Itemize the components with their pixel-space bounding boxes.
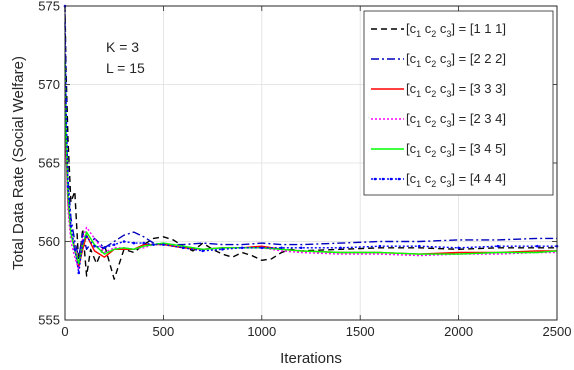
series-point-6 — [73, 248, 77, 251]
y-tick-label: 570 — [38, 77, 60, 92]
legend-label-6: [c1 c2 c3] = [4 4 4] — [406, 171, 506, 189]
y-tick-label: 560 — [38, 234, 60, 249]
legend-label-2: [c1 c2 c3] = [2 2 2] — [406, 51, 506, 69]
x-tick-label: 0 — [61, 324, 68, 339]
x-tick-label: 1000 — [247, 324, 276, 339]
series-point-6 — [103, 246, 106, 250]
legend-label-4: [c1 c2 c3] = [2 3 4] — [406, 111, 506, 129]
series-point-6 — [132, 241, 136, 245]
series-point-6 — [299, 246, 303, 250]
series-point-6 — [496, 244, 500, 248]
series-point-6 — [280, 246, 283, 250]
x-tick-label: 2500 — [543, 324, 572, 339]
series-point-6 — [66, 185, 70, 188]
series-point-6 — [93, 244, 96, 248]
series-point-6 — [69, 224, 73, 228]
legend-label-3: [c1 c2 c3] = [3 3 3] — [406, 81, 506, 99]
series-point-6 — [417, 244, 421, 248]
legend-marker-6 — [373, 177, 377, 181]
series-point-6 — [260, 246, 264, 250]
y-tick-label: 555 — [38, 313, 60, 328]
legend-marker-6 — [389, 177, 393, 181]
series-line-1 — [64, 5, 557, 280]
series-point-6 — [201, 249, 205, 253]
x-tick-label: 2000 — [444, 324, 473, 339]
series-point-6 — [152, 243, 155, 246]
series-point-6 — [181, 246, 185, 250]
series-point-6 — [142, 241, 146, 245]
legend-marker-6 — [381, 177, 385, 181]
series-point-6 — [378, 244, 382, 248]
series-point-6 — [536, 244, 539, 248]
series-point-6 — [77, 271, 81, 275]
y-tick-label: 565 — [38, 156, 60, 171]
legend-label-5: [c1 c2 c3] = [3 4 5] — [406, 141, 506, 159]
x-tick-label: 1500 — [346, 324, 375, 339]
series-point-6 — [81, 240, 85, 243]
series-point-6 — [240, 246, 244, 250]
series-point-6 — [85, 235, 88, 239]
y-tick-label: 575 — [38, 0, 60, 14]
legend-label-1: [c1 c2 c3] = [1 1 1] — [406, 21, 506, 39]
series-group — [63, 4, 559, 280]
series-point-6 — [221, 248, 224, 251]
axis-ticks — [64, 5, 558, 321]
x-axis-label: Iterations — [280, 350, 342, 367]
series-point-6 — [112, 243, 116, 246]
annotation-l: L = 15 — [106, 60, 145, 76]
annotation-k: K = 3 — [106, 39, 139, 55]
legend-box — [363, 10, 554, 196]
series-line-5 — [64, 60, 558, 265]
series-point-6 — [339, 246, 342, 250]
series-point-6 — [162, 243, 165, 246]
legend-marker-6 — [397, 177, 401, 181]
series-point-6 — [122, 240, 126, 243]
x-tick-label: 500 — [153, 324, 175, 339]
y-axis-label: Total Data Rate (Social Welfare) — [10, 56, 27, 270]
series-point-6 — [457, 246, 460, 250]
legend: [c1 c2 c3] = [1 1 1] [c1 c2 c3] = [2 2 2]… — [363, 10, 554, 196]
